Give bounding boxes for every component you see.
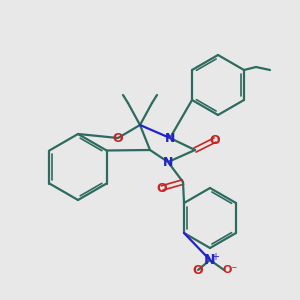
Text: O: O <box>193 263 203 277</box>
Text: +: + <box>211 252 219 262</box>
Text: N: N <box>163 155 173 169</box>
Text: O: O <box>157 182 167 194</box>
Text: N: N <box>204 253 216 267</box>
Text: O: O <box>210 134 220 146</box>
Text: O⁻: O⁻ <box>222 265 238 275</box>
Text: O: O <box>113 131 123 145</box>
Text: N: N <box>165 131 175 145</box>
